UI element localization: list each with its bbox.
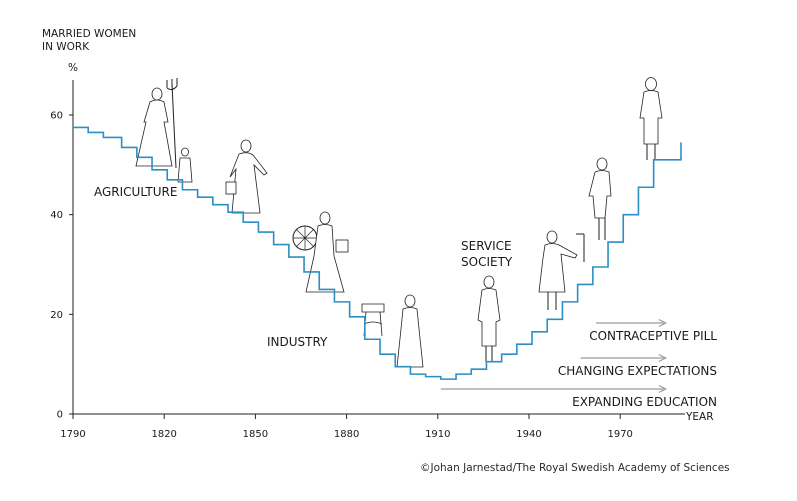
figure-modern-woman-illustration: [639, 77, 663, 160]
driver-arrow-head: [658, 318, 668, 328]
y-tick-label: 40: [50, 210, 63, 221]
x-tick-label: 1850: [243, 429, 268, 440]
driver-arrows: CONTRACEPTIVE PILL CHANGING EXPECTATIONS E…: [440, 318, 717, 409]
y-tick-label: 20: [50, 310, 63, 321]
figure-spinning-wheel-woman-illustration: [292, 211, 349, 293]
x-tick-label: 1880: [334, 429, 359, 440]
era-label-service-society-line-2: SOCIETY: [461, 255, 513, 269]
step-series-line: [73, 126, 682, 380]
x-tick-label: 1910: [425, 429, 450, 440]
era-label-agriculture: AGRICULTURE: [94, 185, 177, 199]
x-axis-title: YEAR: [685, 411, 714, 423]
x-tick-label: 1790: [60, 429, 85, 440]
figure-farm-woman-illustration: [135, 78, 193, 183]
figure-businesswoman-illustration: [588, 157, 612, 240]
x-ticks: 1790 1820 1850 1880 1910 1940 1970: [60, 414, 633, 440]
era-label-service-society-line-1: SERVICE: [461, 239, 512, 253]
y-tick-label: 0: [57, 410, 63, 421]
y-ticks: 0 20 40 60: [50, 111, 73, 421]
y-axis-title-line-2: IN WORK: [42, 41, 90, 53]
driver-arrow-head: [658, 384, 668, 394]
y-axis-title-line-1: MARRIED WOMEN: [42, 28, 136, 40]
driver-arrow-head: [658, 353, 668, 363]
driver-label: CHANGING EXPECTATIONS: [558, 364, 717, 378]
driver-label: CONTRACEPTIVE PILL: [589, 329, 717, 343]
x-tick-label: 1820: [151, 429, 176, 440]
y-axis-unit: %: [68, 62, 78, 74]
credit-text: ©Johan Jarnestad/The Royal Swedish Acade…: [420, 462, 730, 474]
figure-office-woman-illustration: [477, 275, 501, 362]
x-tick-label: 1940: [516, 429, 541, 440]
era-label-industry: INDUSTRY: [267, 335, 328, 349]
driver-label: EXPANDING EDUCATION: [572, 395, 717, 409]
figure-sewing-machine-woman-illustration: [361, 294, 424, 368]
figure-doctor-woman-illustration: [538, 230, 585, 310]
figure-woman-with-bucket-illustration: [225, 139, 268, 214]
y-tick-label: 60: [50, 111, 63, 122]
x-tick-label: 1970: [607, 429, 632, 440]
